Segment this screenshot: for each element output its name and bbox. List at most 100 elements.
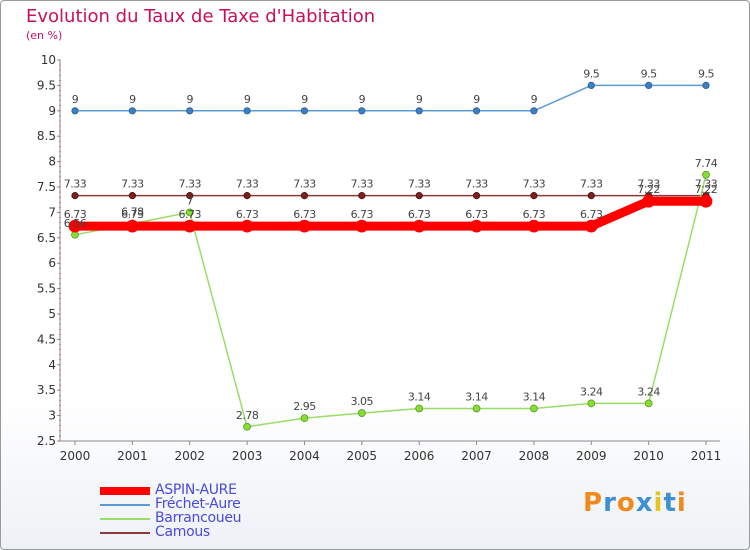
x-tick-label: 2010	[633, 449, 664, 463]
data-label: 6.73	[293, 208, 316, 221]
logo-letter: i	[676, 488, 687, 518]
data-label: 7.33	[351, 178, 374, 191]
data-point	[71, 107, 79, 115]
data-point	[699, 194, 713, 208]
chart-subtitle: (en %)	[26, 29, 63, 42]
y-tick-label: 5.5	[37, 282, 56, 296]
data-label: 3.14	[523, 390, 546, 403]
x-tick-label: 2004	[289, 449, 320, 463]
data-label: 6.73	[465, 208, 488, 221]
data-label: 9.5	[583, 67, 599, 80]
y-tick-label: 7.5	[37, 180, 56, 194]
logo-letter: x	[635, 488, 654, 518]
data-point	[530, 404, 538, 413]
legend-label: Barrancoueu	[155, 510, 242, 526]
logo-letter: o	[616, 488, 636, 518]
series-line	[70, 196, 711, 231]
logo-letter: t	[663, 488, 677, 518]
data-label: 6.73	[580, 208, 603, 221]
y-tick-label: 6.5	[37, 231, 56, 245]
data-label: 6.78	[121, 206, 144, 219]
data-point	[243, 192, 251, 200]
data-point	[68, 219, 82, 233]
data-point	[71, 192, 79, 200]
data-label: 7.22	[637, 183, 660, 196]
data-point	[587, 81, 595, 90]
data-label: 9	[531, 93, 538, 106]
data-point	[183, 219, 197, 233]
data-label: 6.73	[408, 208, 431, 221]
data-point	[240, 219, 254, 233]
data-point	[300, 414, 309, 423]
data-point	[587, 192, 595, 200]
data-label: 3.05	[351, 395, 374, 408]
data-label: 7.33	[465, 178, 488, 191]
data-point	[584, 219, 598, 233]
data-label: 7.74	[695, 157, 718, 170]
data-point	[358, 192, 366, 200]
y-tick-label: 2.5	[37, 434, 56, 448]
logo-letter: P	[583, 488, 604, 518]
data-label: 9	[129, 93, 136, 106]
legend-label: Camous	[155, 524, 210, 540]
x-tick-label: 2008	[519, 449, 550, 463]
proxiti-logo: Proxiti	[583, 488, 687, 518]
data-label: 7.33	[236, 178, 259, 191]
data-label: 9.5	[641, 67, 657, 80]
y-tick-label: 10	[41, 53, 56, 67]
logo-letter: i	[653, 488, 664, 518]
logo-letter: r	[603, 488, 617, 518]
legend: ASPIN-AURE Fréchet-Aure Barrancoueu Camo…	[100, 482, 320, 540]
data-point	[412, 219, 426, 233]
legend-swatch	[100, 504, 150, 506]
y-tick-label: 4.5	[37, 332, 56, 346]
data-label: 3.14	[408, 390, 431, 403]
data-label: 9	[186, 93, 193, 106]
data-point	[357, 409, 366, 417]
data-point	[125, 219, 139, 233]
data-point	[186, 107, 194, 115]
data-label: 9	[473, 93, 480, 106]
data-label: 6.56	[64, 217, 87, 230]
data-label: 7.33	[695, 178, 718, 191]
legend-label: ASPIN-AURE	[155, 482, 237, 498]
data-label: 7.33	[408, 178, 431, 191]
y-tick-label: 6	[48, 256, 56, 270]
data-point	[243, 422, 251, 431]
data-label: 7.33	[178, 178, 201, 191]
data-point	[186, 192, 194, 200]
y-tick-label: 9.5	[37, 78, 56, 92]
y-tick-label: 4	[48, 358, 56, 372]
y-tick-label: 8.5	[37, 129, 56, 143]
data-label: 3.24	[637, 385, 660, 398]
data-label: 6.73	[178, 208, 201, 221]
data-label: 7	[186, 194, 193, 207]
data-label: 7.33	[293, 178, 316, 191]
data-label: 7.33	[637, 178, 660, 191]
data-point	[645, 81, 653, 90]
data-point	[472, 107, 481, 115]
data-label: 2.95	[293, 400, 316, 413]
data-label: 2.78	[236, 409, 259, 422]
data-point	[527, 219, 541, 233]
data-point	[415, 404, 424, 413]
legend-item-aspin-aure: ASPIN-AURE	[100, 482, 320, 498]
legend-swatch	[100, 518, 150, 520]
data-point	[300, 192, 309, 200]
data-point	[298, 219, 311, 233]
legend-label: Fréchet-Aure	[155, 496, 241, 512]
data-point	[702, 170, 710, 179]
y-tick-label: 3	[48, 409, 56, 423]
x-tick-label: 2011	[691, 449, 722, 463]
data-label: 3.24	[580, 385, 603, 398]
y-tick-label: 5	[48, 307, 56, 321]
data-label: 6.73	[523, 208, 546, 221]
legend-swatch	[100, 532, 150, 534]
data-point	[470, 219, 483, 233]
x-tick-label: 2002	[174, 449, 205, 463]
data-point	[128, 192, 136, 200]
data-point	[358, 107, 366, 115]
data-label: 6.73	[236, 208, 259, 221]
data-point	[472, 404, 481, 413]
